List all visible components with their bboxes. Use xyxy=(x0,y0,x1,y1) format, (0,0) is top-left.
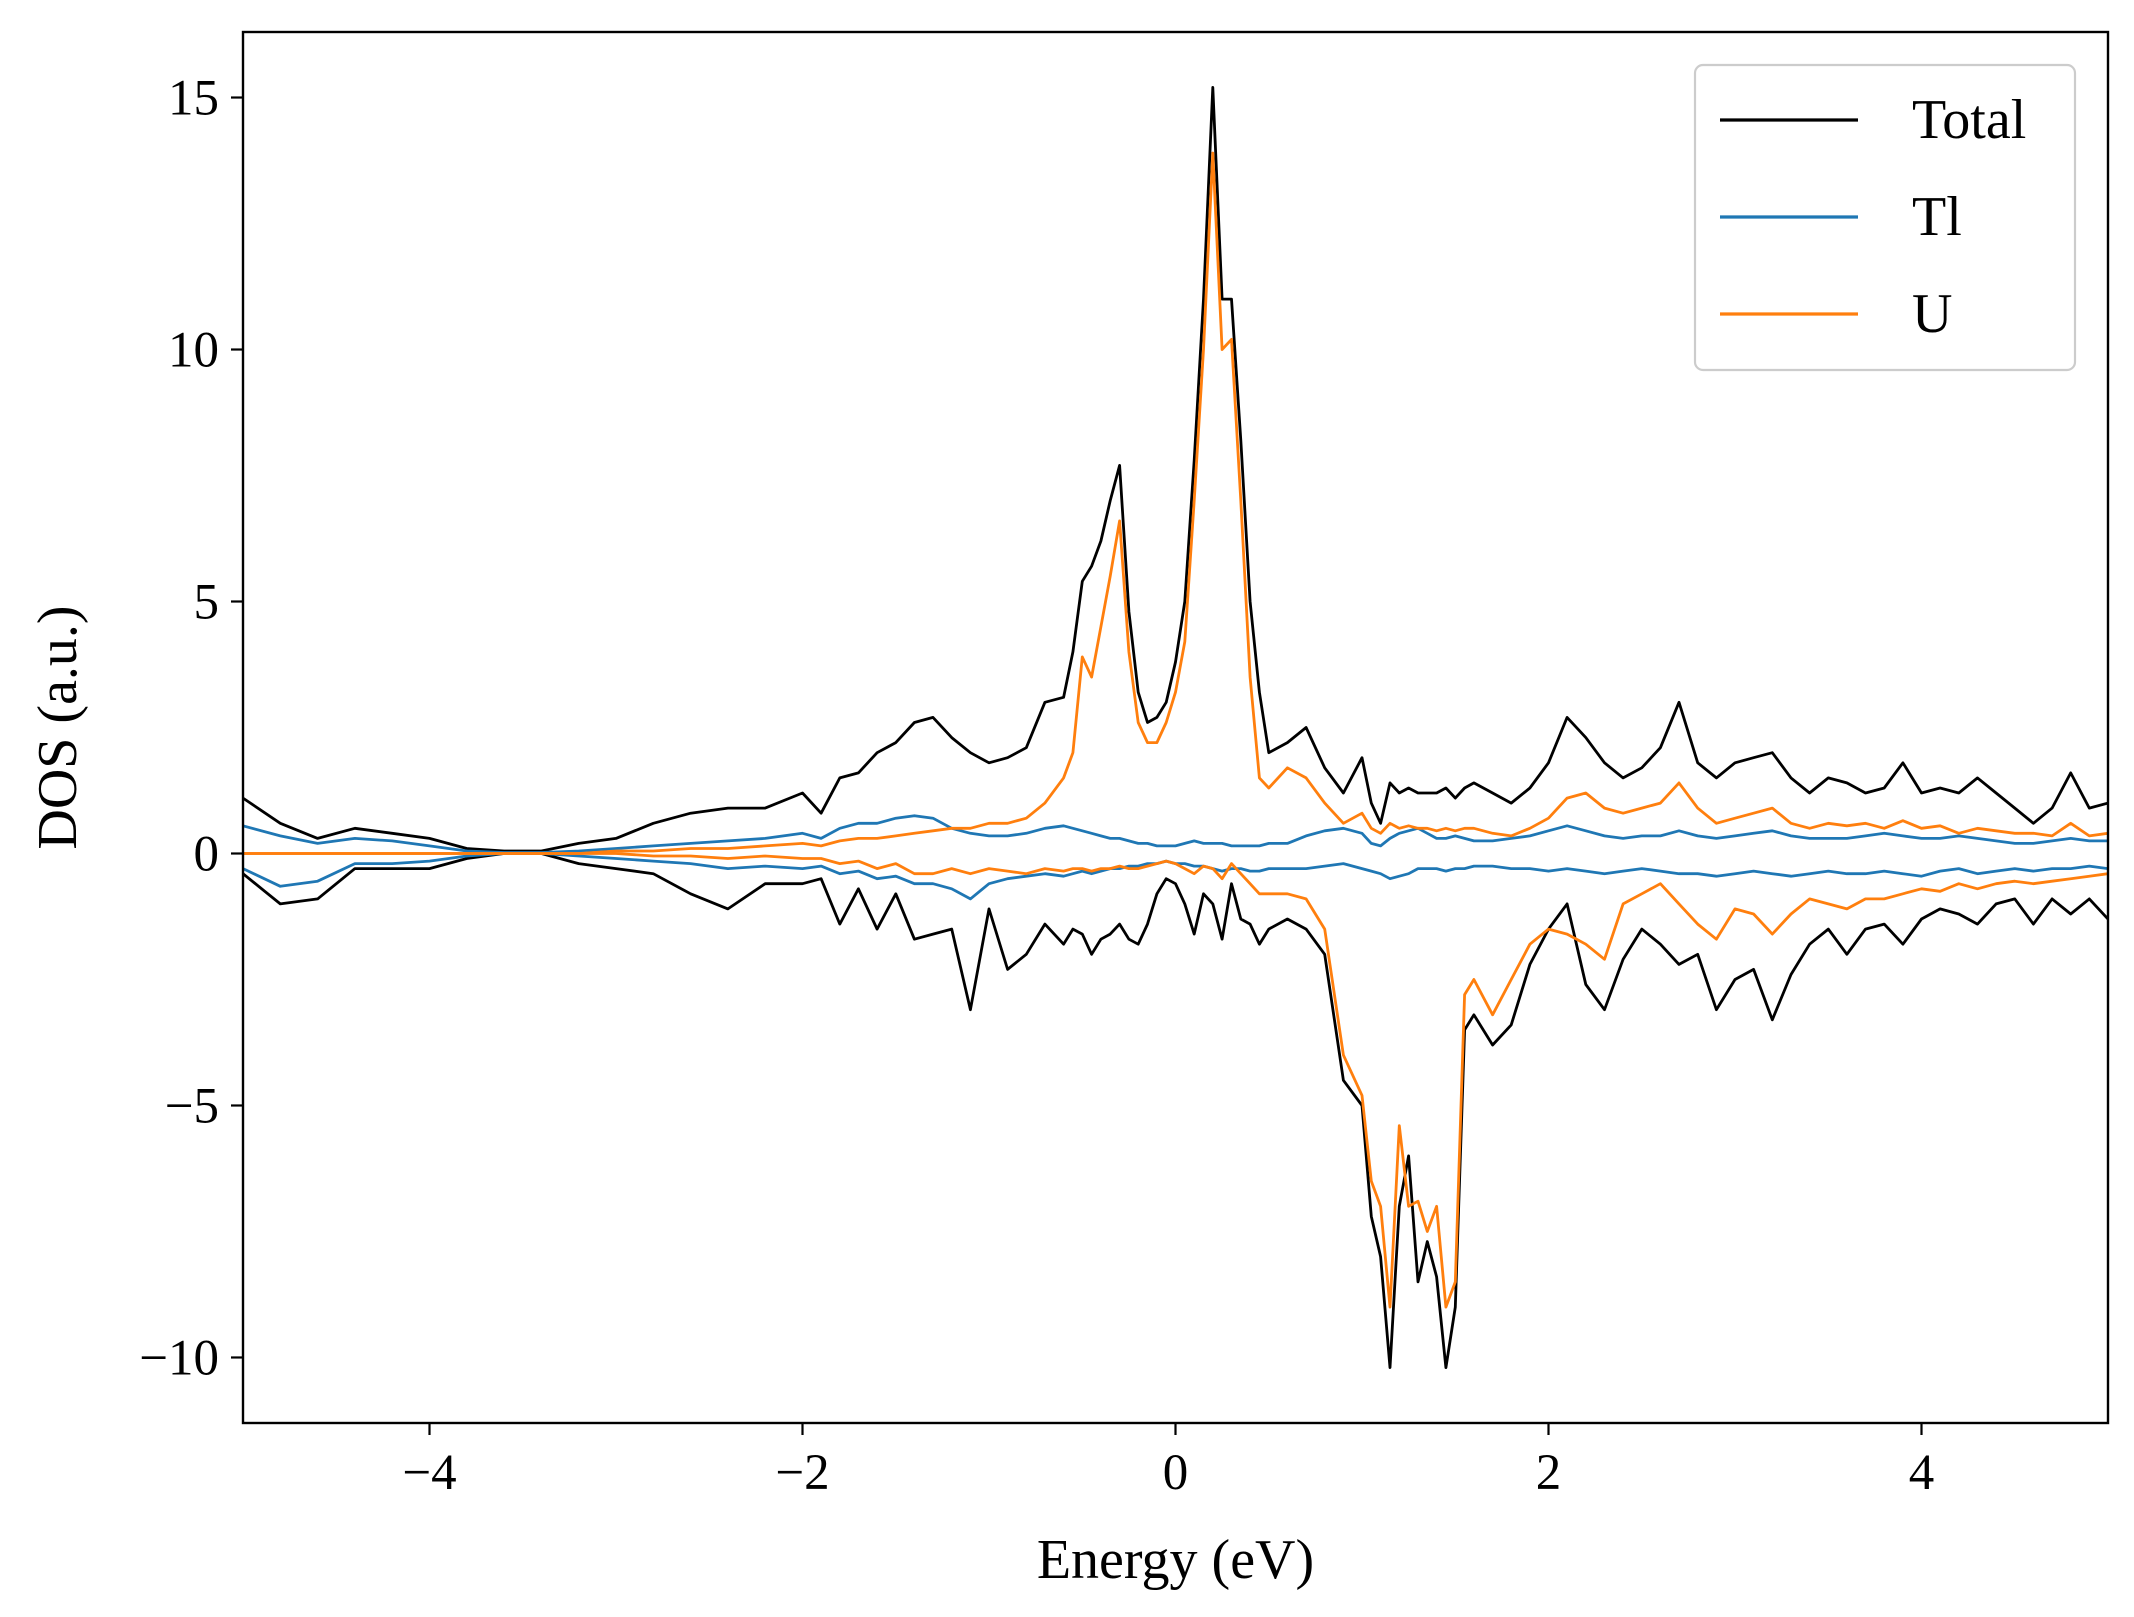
y-tick-label: 15 xyxy=(168,71,219,127)
y-axis-title: DOS (a.u.) xyxy=(27,605,89,849)
series-line-total-down xyxy=(243,852,2108,1369)
series-line-total-up xyxy=(243,86,2108,853)
series-layer xyxy=(243,86,2108,1369)
legend: Total Tl U xyxy=(1693,63,2077,372)
legend-box xyxy=(1693,63,2077,372)
series-line-u-down xyxy=(243,852,2108,1309)
x-tick-label: 2 xyxy=(1536,1445,1562,1501)
x-tick-label: 4 xyxy=(1909,1445,1935,1501)
series-line-tl-down xyxy=(243,852,2108,901)
x-axis: −4 −2 0 2 4 xyxy=(402,1423,1934,1501)
y-tick-label: 10 xyxy=(168,323,219,379)
legend-label-total: Total xyxy=(1912,89,2026,151)
series-line-u-up xyxy=(243,151,2108,855)
y-tick-label: −10 xyxy=(139,1330,219,1386)
x-tick-label: −4 xyxy=(402,1445,456,1501)
legend-label-tl: Tl xyxy=(1912,186,1962,248)
y-tick-label: 0 xyxy=(194,826,220,882)
x-tick-label: −2 xyxy=(775,1445,829,1501)
x-tick-label: 0 xyxy=(1163,1445,1189,1501)
y-tick-label: 5 xyxy=(194,575,220,631)
legend-label-u: U xyxy=(1912,283,1952,345)
series-line-tl-up xyxy=(243,814,2108,854)
x-axis-title: Energy (eV) xyxy=(1037,1529,1314,1591)
y-tick-label: −5 xyxy=(165,1078,219,1134)
y-axis: −10 −5 0 5 10 15 xyxy=(139,71,243,1386)
